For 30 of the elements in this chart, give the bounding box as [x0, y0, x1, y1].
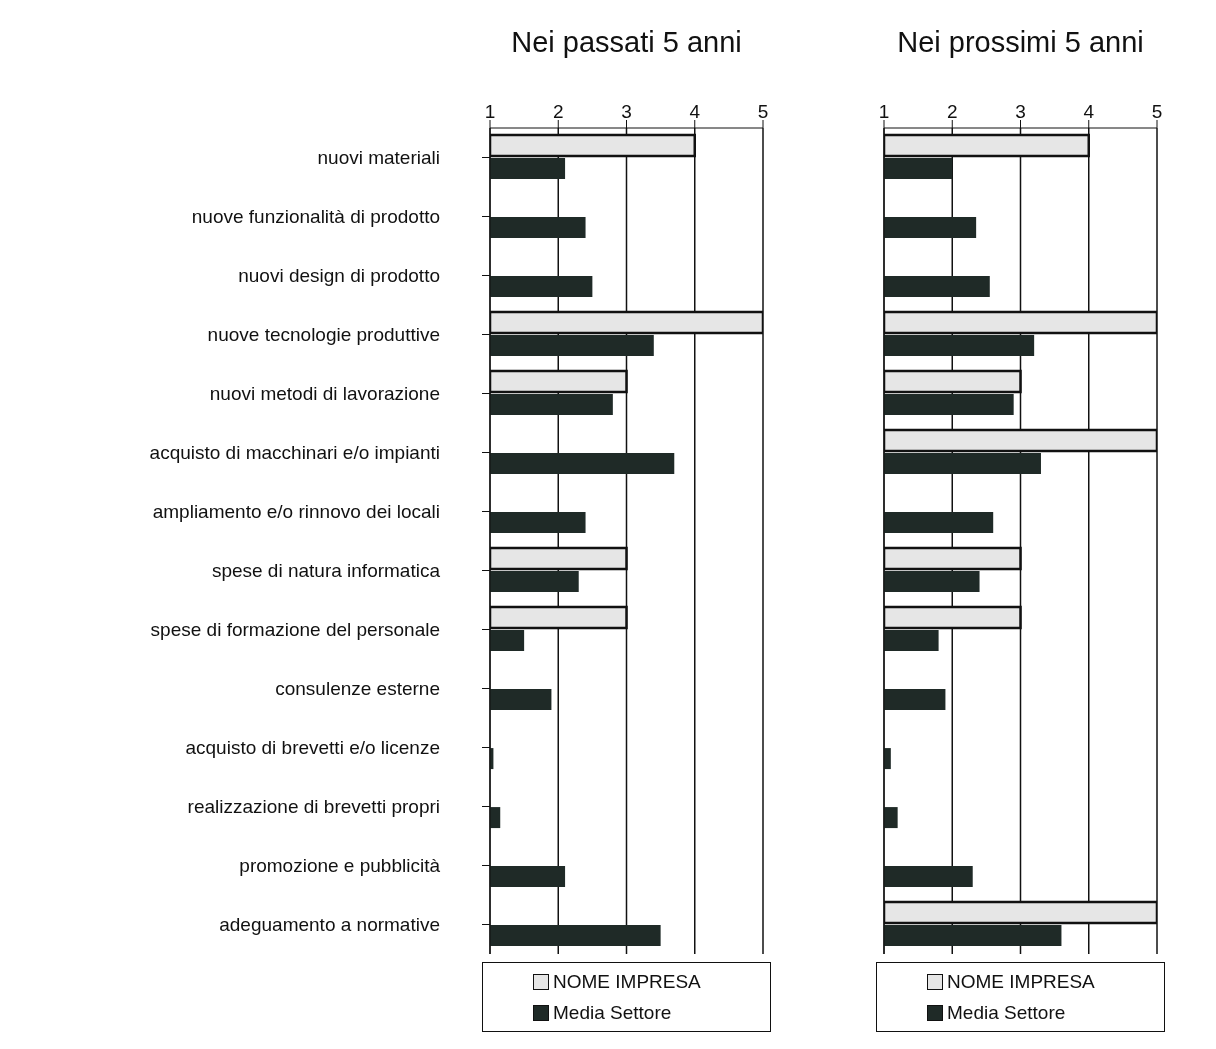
- x-tick-label: 1: [484, 101, 496, 122]
- y-tick-label: nuove tecnologie produttive: [207, 323, 440, 345]
- y-tick-label: realizzazione di brevetti propri: [187, 795, 440, 817]
- legend-label: Media Settore: [553, 1001, 672, 1024]
- y-tick-label: consulenze esterne: [275, 677, 440, 699]
- y-tick-label: nuove funzionalità di prodotto: [191, 205, 440, 227]
- y-tick-label: spese di formazione del personale: [150, 618, 440, 640]
- x-tick-label: 4: [689, 101, 701, 122]
- x-tick-label: 2: [552, 101, 564, 122]
- x-tick-label: 3: [621, 101, 632, 122]
- y-tick-label: spese di natura informatica: [211, 559, 441, 581]
- y-tick-label: nuovi design di prodotto: [238, 264, 440, 286]
- x-tick-label: 5: [757, 101, 769, 122]
- legend-label: Media Settore: [947, 1001, 1066, 1024]
- x-tick-label: 5: [1151, 101, 1163, 122]
- y-tick-label: nuovi materiali: [317, 146, 440, 168]
- x-tick-label: 4: [1083, 101, 1095, 122]
- y-tick-label: nuovi metodi di lavorazione: [209, 382, 440, 404]
- chart-title: Nei passati 5 anni: [510, 26, 743, 59]
- x-tick-label: 3: [1015, 101, 1026, 122]
- x-tick-label: 1: [878, 101, 890, 122]
- y-tick-label: promozione e pubblicità: [239, 854, 441, 876]
- y-tick-label: adeguamento a normative: [219, 913, 440, 935]
- y-tick-label: acquisto di macchinari e/o impianti: [149, 441, 440, 463]
- y-tick-label: ampliamento e/o rinnovo dei locali: [152, 500, 440, 522]
- legend-label: NOME IMPRESA: [947, 970, 1095, 993]
- x-tick-label: 2: [946, 101, 958, 122]
- chart-title: Nei prossimi 5 anni: [896, 26, 1145, 59]
- y-tick-label: acquisto di brevetti e/o licenze: [185, 736, 440, 758]
- legend-label: NOME IMPRESA: [553, 970, 701, 993]
